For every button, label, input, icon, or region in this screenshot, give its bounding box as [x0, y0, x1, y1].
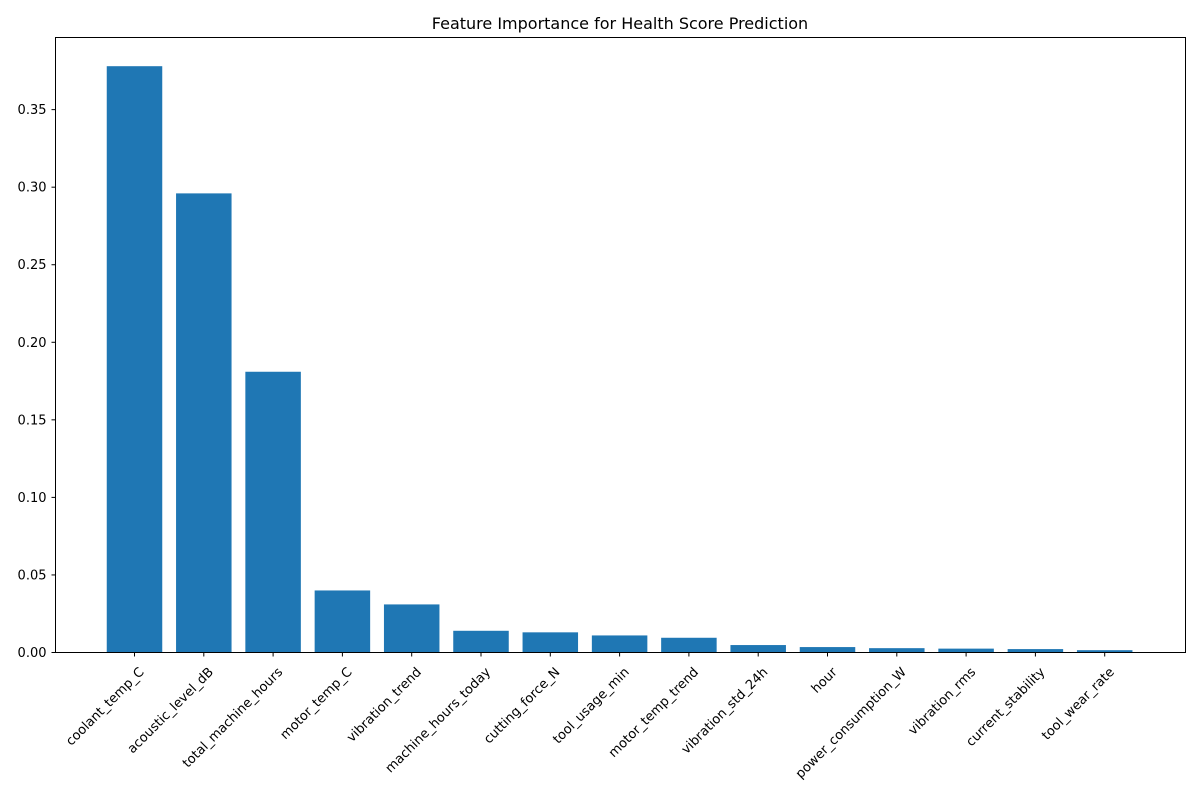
y-tick-label: 0.30 [18, 181, 47, 196]
y-tick-label: 0.25 [18, 258, 47, 273]
plot-frame [55, 37, 1186, 653]
y-tick-label: 0.20 [18, 336, 47, 351]
chart-title: Feature Importance for Health Score Pred… [432, 14, 808, 33]
bar-machine_hours_today [453, 630, 509, 653]
x-tick-label: motor_temp_C [278, 665, 356, 743]
y-tick-label: 0.10 [18, 491, 47, 506]
bar-vibration_rms [938, 648, 994, 653]
bar-motor_temp_trend [661, 637, 717, 653]
y-tick-label: 0.00 [18, 646, 47, 661]
x-tick-label: tool_wear_rate [1039, 665, 1117, 743]
bar-total_machine_hours [245, 371, 301, 653]
y-axis: 0.00 0.05 0.10 0.15 0.20 0.25 0.30 0.35 [18, 103, 56, 661]
x-tick-label: power_consumption_W [793, 665, 910, 782]
x-axis: coolant_temp_Cacoustic_level_dBtotal_mac… [63, 652, 1118, 782]
bar-tool_wear_rate [1076, 650, 1133, 653]
bar-tool_usage_min [591, 635, 648, 653]
bar-hour [799, 647, 856, 653]
x-tick-label: vibration_rms [906, 665, 980, 739]
y-tick-label: 0.35 [18, 103, 47, 118]
x-tick-label: hour [809, 664, 841, 696]
bar-current_stability [1007, 649, 1064, 653]
y-tick-label: 0.05 [18, 568, 47, 583]
bar-vibration_std_24h [730, 645, 786, 653]
y-tick-label: 0.15 [18, 413, 47, 428]
bar-power_consumption_W [869, 648, 925, 653]
bar-motor_temp_C [314, 590, 371, 653]
x-tick-label: vibration_trend [344, 665, 425, 746]
bar-cutting_force_N [522, 632, 579, 653]
bar-acoustic_level_dB [176, 193, 232, 653]
bars-group [106, 66, 1133, 653]
bar-vibration_trend [383, 604, 440, 653]
bar-coolant_temp_C [106, 66, 163, 653]
